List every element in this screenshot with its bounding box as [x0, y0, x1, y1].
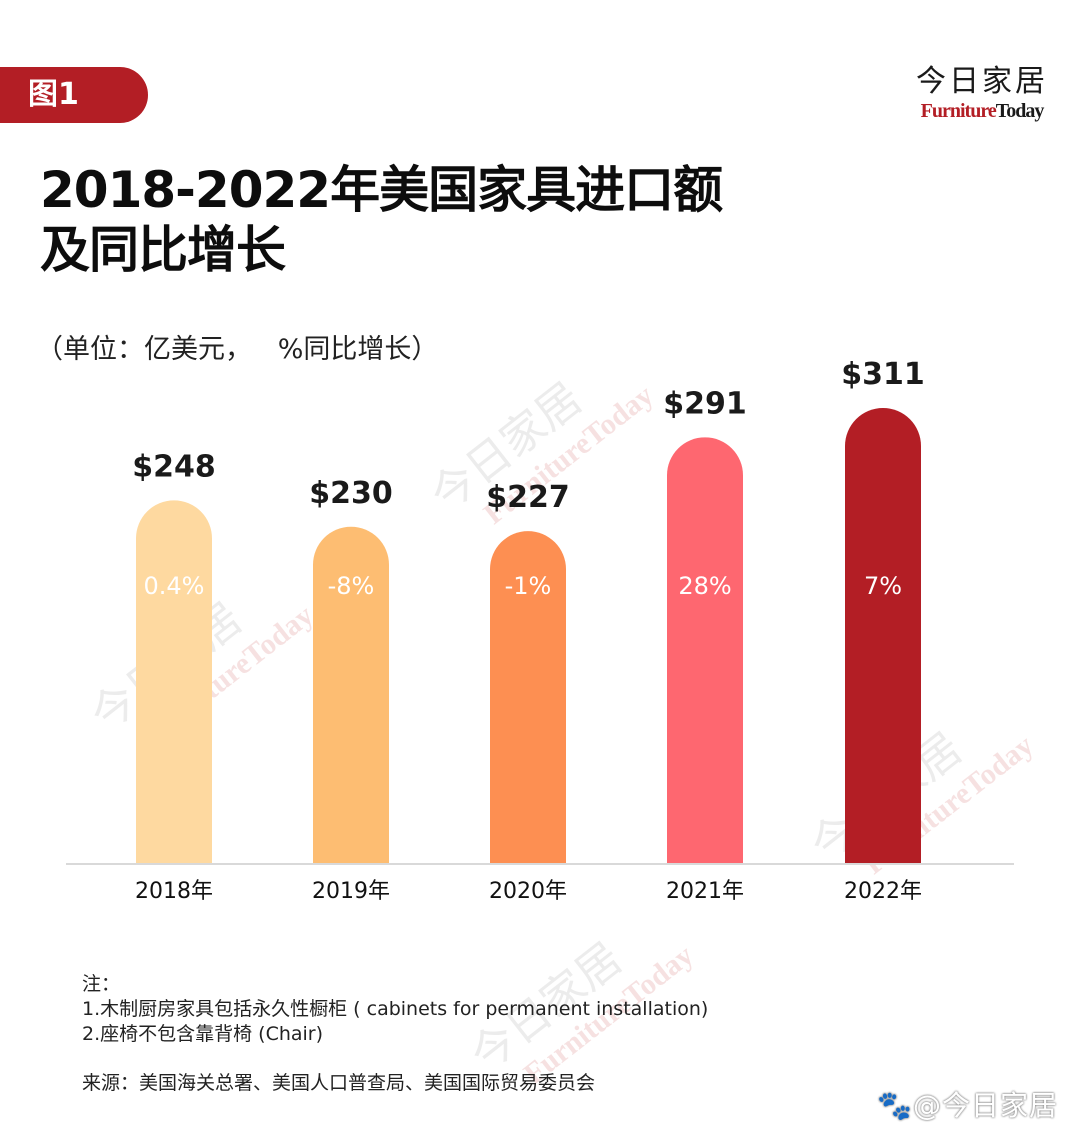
- notes-heading: 注：: [82, 973, 121, 995]
- unit-note: （单位：亿美元， %同比增长）: [36, 334, 439, 365]
- growth-label: -1%: [505, 572, 552, 600]
- brand-logo: 今日家居 FurnitureToday: [916, 64, 1048, 122]
- growth-label: 0.4%: [144, 572, 205, 600]
- figure-tag: 图1: [0, 67, 148, 123]
- x-tick-label: 2022年: [844, 879, 922, 904]
- brand-name-cn: 今日家居: [916, 64, 1048, 99]
- growth-label: 7%: [864, 572, 902, 600]
- brand-en-red: Furniture: [920, 100, 997, 122]
- source-note: 来源：美国海关总署、美国人口普查局、美国国际贸易委员会: [82, 1072, 596, 1094]
- note-item: 1.木制厨房家具包括永久性橱柜 ( cabinets for permanent…: [82, 998, 709, 1020]
- growth-label: -8%: [328, 572, 375, 600]
- x-tick-label: 2018年: [135, 879, 213, 904]
- value-label: $230: [309, 476, 393, 511]
- note-item: 2.座椅不包含靠背椅 (Chair): [82, 1023, 324, 1045]
- notes: 注： 1.木制厨房家具包括永久性橱柜 ( cabinets for perman…: [82, 972, 708, 1096]
- title-line-2: 及同比增长: [40, 221, 286, 279]
- value-label: $311: [841, 357, 925, 392]
- x-tick-label: 2021年: [666, 879, 744, 904]
- value-label: $248: [132, 449, 216, 484]
- value-label: $291: [663, 386, 747, 421]
- platform-watermark: 🐾@今日家居: [877, 1089, 1058, 1122]
- x-tick-label: 2020年: [489, 879, 567, 904]
- chart-title: 2018-2022年美国家具进口额 及同比增长: [40, 160, 723, 280]
- bar-2020年: [490, 531, 566, 864]
- value-label: $227: [486, 480, 570, 515]
- bar-2022年: [845, 408, 921, 864]
- title-line-1: 2018-2022年美国家具进口额: [40, 161, 723, 219]
- growth-label: 28%: [678, 572, 731, 600]
- bar-2021年: [667, 437, 743, 864]
- bar-2019年: [313, 526, 389, 864]
- bar-2018年: [136, 500, 212, 864]
- brand-name-en: FurnitureToday: [916, 100, 1048, 122]
- brand-en-dark: Today: [995, 100, 1045, 122]
- x-tick-label: 2019年: [312, 879, 390, 904]
- bar-chart: $248 0.4% 2018年 $230 -8% 2019年 $227 -1% 2020年 $29…: [66, 357, 1014, 904]
